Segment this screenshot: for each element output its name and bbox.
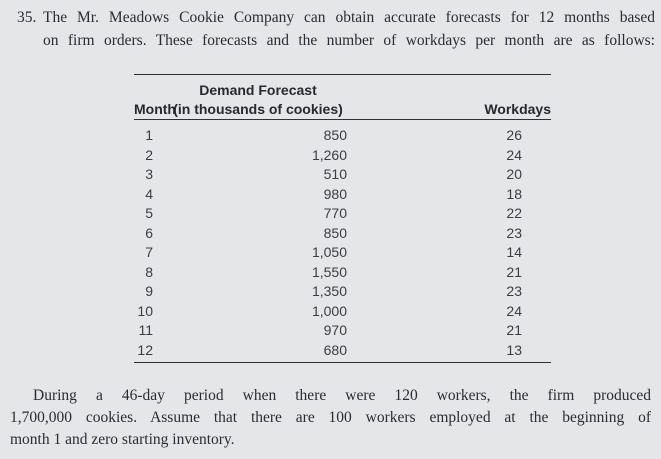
closing-line-1: During a 46-day period when there were 1… [33,387,651,404]
cell-month: 11 [138,322,153,338]
cell-workdays: 14 [506,244,522,260]
header-demand-units: (in thousands of cookies) [173,101,343,117]
cell-demand: 970 [323,322,347,338]
cell-workdays: 23 [506,283,522,299]
cell-workdays: 26 [506,127,522,143]
table-row: 3 510 20 [134,165,551,185]
cell-workdays: 24 [506,146,522,163]
cell-workdays: 13 [506,341,522,358]
table-row: 4 980 18 [134,185,551,205]
table-row: 2 1,260 24 [134,146,551,166]
closing-paragraph: During a 46-day period when there were 1… [10,385,651,451]
cell-month: 12 [137,341,153,358]
closing-line-3: month 1 and zero starting inventory. [10,431,235,448]
demand-forecast-table: Demand Forecast Month (in thousands of c… [134,74,551,363]
header-demand-forecast: Demand Forecast [199,82,317,98]
cell-month: 9 [145,283,153,299]
cell-workdays: 24 [506,302,522,319]
cell-workdays: 20 [506,166,522,182]
table-row: 9 1,350 23 [134,282,551,302]
cell-month: 3 [145,166,153,182]
cell-month: 8 [145,263,153,280]
cell-month: 7 [145,244,153,260]
cell-workdays: 21 [506,322,522,338]
cell-month: 1 [145,127,153,143]
cell-demand: 1,050 [311,244,347,260]
header-month: Month [134,101,176,117]
cell-demand: 980 [323,185,347,202]
header-workdays: Workdays [484,101,551,117]
cell-month: 10 [137,302,153,319]
cell-demand: 680 [323,341,347,358]
cell-month: 4 [145,185,153,202]
intro-line-1: The Mr. Meadows Cookie Company can obtai… [43,9,655,26]
intro-line-2: on firm orders. These forecasts and the … [43,32,655,49]
problem-intro: The Mr. Meadows Cookie Company can obtai… [43,6,655,52]
problem-number: 35. [17,9,37,26]
table-row: 5 770 22 [134,204,551,224]
table-row: 8 1,550 21 [134,263,551,283]
cell-month: 2 [145,146,153,163]
table-row: 10 1,000 24 [134,302,551,322]
table-header: Demand Forecast Month (in thousands of c… [134,74,551,120]
table-row: 7 1,050 14 [134,243,551,263]
cell-demand: 1,000 [311,302,347,319]
table-row: 1 850 26 [134,126,551,146]
cell-workdays: 21 [506,263,522,280]
cell-demand: 850 [323,127,347,143]
table-row: 12 680 13 [134,341,551,361]
cell-demand: 1,350 [311,283,347,299]
cell-month: 6 [145,224,153,241]
cell-demand: 1,550 [311,263,347,280]
table-body: 1 850 26 2 1,260 24 3 510 20 4 980 18 5 [134,120,551,363]
cell-demand: 850 [323,224,347,241]
cell-workdays: 22 [506,205,522,221]
cell-demand: 510 [323,166,347,182]
table-row: 11 970 21 [134,321,551,341]
cell-demand: 1,260 [311,146,347,163]
cell-month: 5 [145,205,153,221]
table-row: 6 850 23 [134,224,551,244]
problem-statement: 35. The Mr. Meadows Cookie Company can o… [17,6,655,52]
cell-demand: 770 [323,205,347,221]
cell-workdays: 23 [506,224,522,241]
cell-workdays: 18 [506,185,522,202]
closing-line-2: 1,700,000 cookies. Assume that there are… [10,409,651,426]
